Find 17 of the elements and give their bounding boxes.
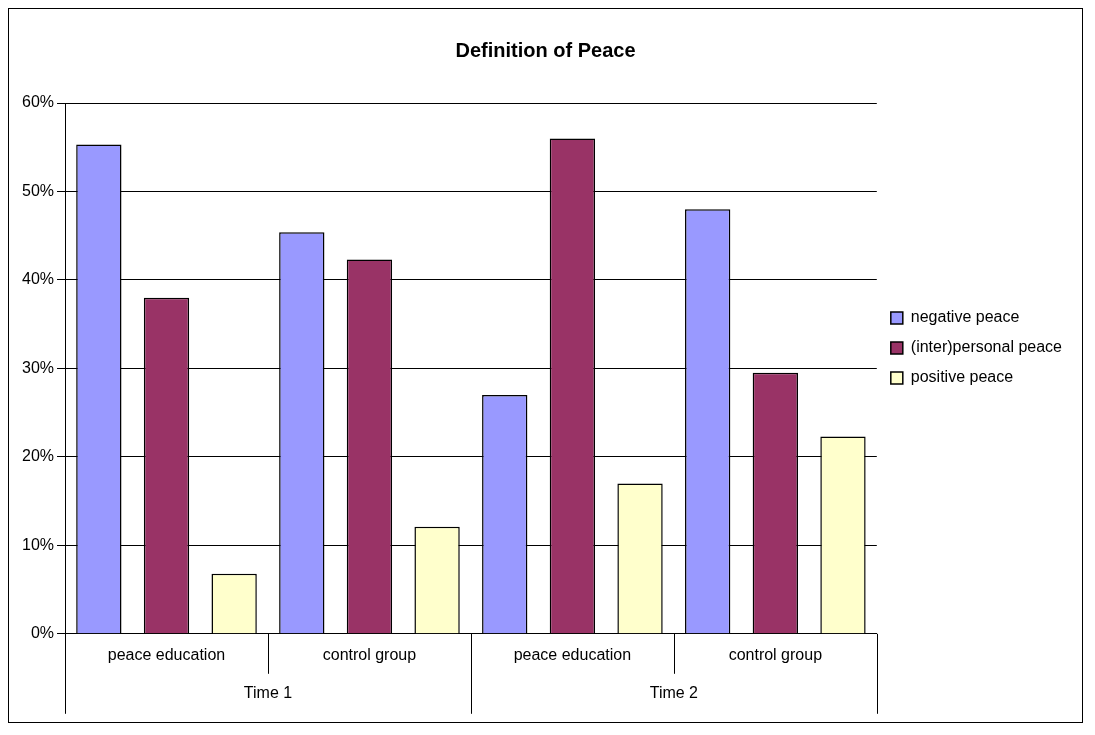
chart-title: Definition of Peace bbox=[455, 38, 636, 61]
legend-label: positive peace bbox=[910, 368, 1014, 386]
y-tick-label: 0% bbox=[30, 624, 55, 642]
text: Time 1 bbox=[243, 684, 293, 702]
y-tick-label: 30% bbox=[21, 358, 55, 376]
x-tick-label: peace education bbox=[513, 645, 632, 663]
y-tick-label: 60% bbox=[21, 93, 55, 111]
y-tick-label: 20% bbox=[21, 447, 55, 465]
y-tick-label: 40% bbox=[21, 270, 55, 288]
x-tick-label: control group bbox=[322, 645, 417, 663]
y-tick-label: 10% bbox=[21, 535, 55, 553]
legend-label: (inter)personal peace bbox=[910, 338, 1063, 356]
legend-label: negative peace bbox=[910, 308, 1020, 326]
y-tick-label: 50% bbox=[21, 181, 55, 199]
x-tick-label: peace education bbox=[107, 645, 226, 663]
x-tick-label: control group bbox=[728, 645, 823, 663]
text: Time 2 bbox=[649, 684, 699, 702]
